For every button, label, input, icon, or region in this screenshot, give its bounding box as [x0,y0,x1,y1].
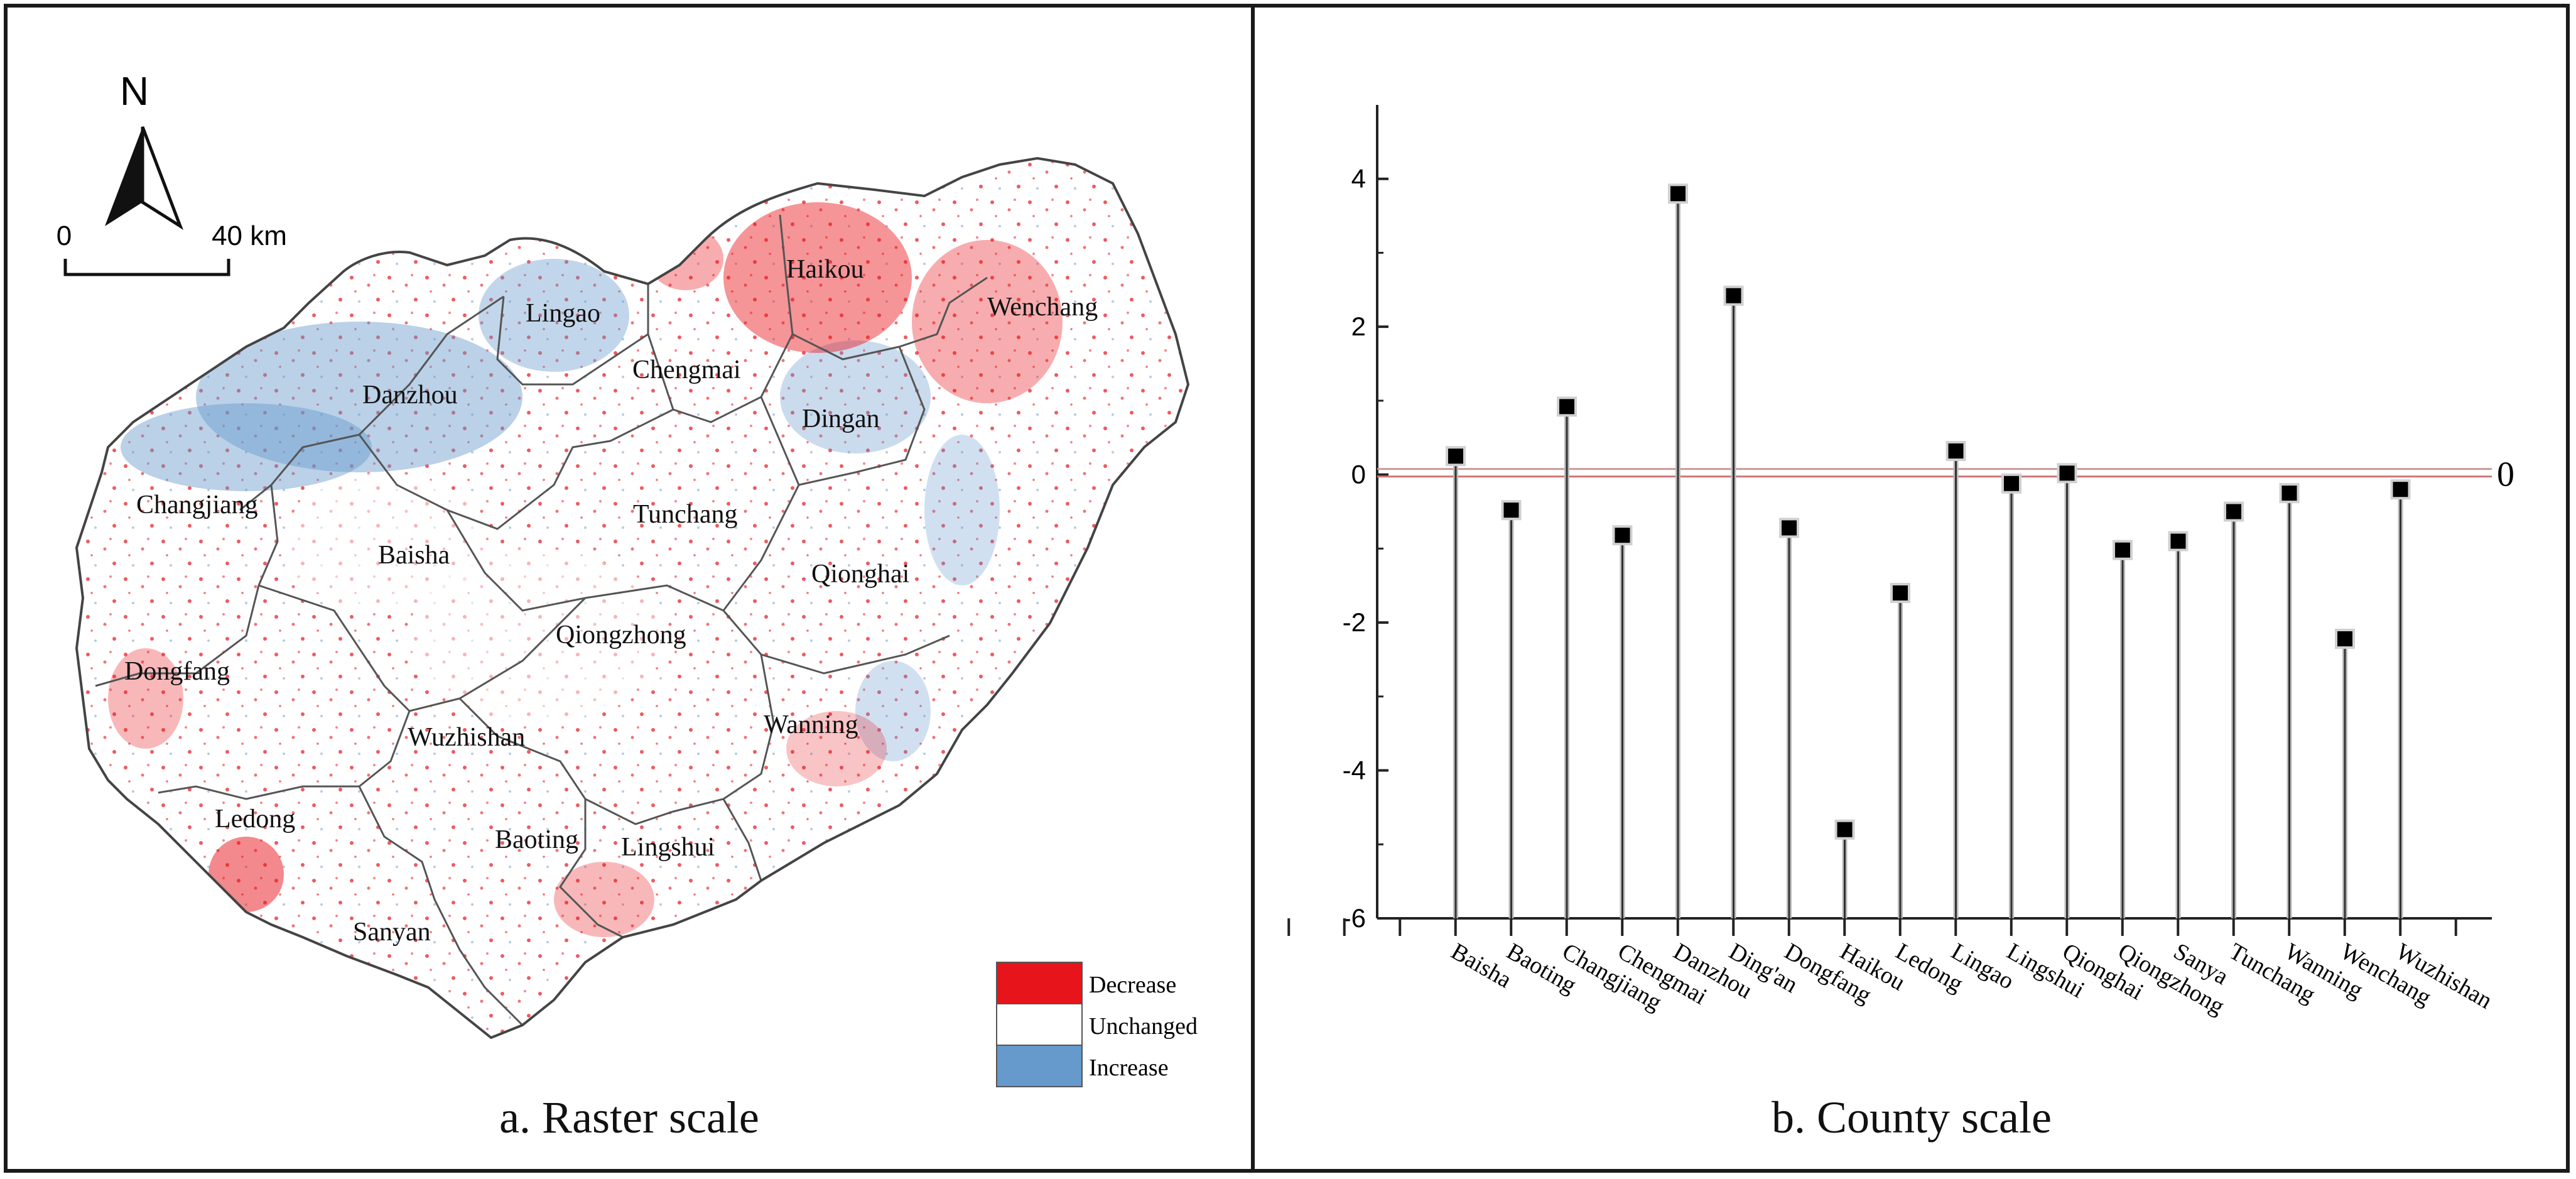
county-label: Baoting [495,825,578,854]
y-tick-label: 4 [1351,164,1366,193]
county-labels: Haikou Wenchang Lingao Chengmai Danzhou … [124,255,1098,947]
county-label: Danzhou [362,381,458,410]
data-point [2281,486,2297,501]
x-category-label: Baisha [1447,938,1517,993]
axis-layer: 4 2 0 -2 -4 -6 0 [1231,105,2514,936]
data-point [1559,399,1574,415]
stem-layer [1453,193,2403,918]
scale-start: 0 [57,220,72,251]
data-point [2226,504,2241,519]
hainan-map: Haikou Wenchang Lingao Chengmai Danzhou … [57,68,1198,1087]
legend-label-decrease: Decrease [1089,972,1176,998]
data-point [1837,822,1853,837]
panel-a-caption: a. Raster scale [499,1092,759,1143]
north-arrow: N [105,68,184,231]
data-point [2115,542,2130,558]
y-tick-label: -4 [1343,756,1366,785]
county-label: Sanyan [353,918,431,947]
legend-swatch-decrease [996,962,1083,1004]
county-label: Dongfang [124,657,230,686]
data-point [1670,186,1686,202]
county-chart-panel: 4 2 0 -2 -4 -6 0 Baisha Baoting Changjiang Chengm… [1231,8,2568,1169]
county-label: Wanning [764,710,858,739]
raster-map-panel: Haikou Wenchang Lingao Chengmai Danzhou … [8,8,1251,1169]
data-point [1448,448,1463,464]
map-legend: Decrease Unchanged Increase [996,962,1198,1087]
north-arrow-right-icon [141,126,184,231]
marker-layer [1446,183,2411,840]
north-label: N [120,68,149,114]
county-label: Qiongzhong [556,621,686,649]
data-point [1782,520,1797,536]
label-layer: BaishaBaotingChangjiangChengmaiDanzhouDi… [1447,938,2497,1019]
county-label: Chengmai [632,356,741,384]
county-label: Lingao [526,299,600,328]
county-label: Wuzhishan [408,723,525,752]
county-stem-chart: 4 2 0 -2 -4 -6 0 BaishaBaotingChangjiangChengm… [1231,105,2514,1020]
legend-swatch-unchanged [996,1003,1083,1046]
y-tick-label: 0 [1351,460,1366,489]
figure-frame [4,4,2570,1173]
y-tick-label: -2 [1343,607,1366,637]
county-label: Wenchang [987,293,1098,322]
scale-bar: 0 40 km [57,220,287,276]
county-label: Tunchang [633,500,737,529]
y-tick-label: -6 [1343,903,1366,933]
legend-swatch-increase [996,1045,1083,1087]
data-point [2170,533,2186,549]
scale-end: 40 km [212,220,287,251]
data-point [2337,631,2352,646]
legend-label-unchanged: Unchanged [1089,1013,1198,1040]
panel-divider [1251,4,1255,1173]
data-point [1503,503,1519,518]
data-point [2004,475,2019,491]
county-borders [95,214,988,1026]
county-label: Dingan [802,405,880,433]
county-label: Haikou [786,255,864,284]
legend-label-increase: Increase [1089,1055,1169,1081]
county-label: Changjiang [136,491,258,519]
data-point [2393,482,2408,497]
north-arrow-left-icon [105,127,143,226]
county-label: Baisha [378,541,450,570]
county-label: Lingshui [621,833,715,862]
data-point [2059,465,2075,481]
panel-b-caption: b. County scale [1772,1092,2052,1143]
data-point [1615,528,1630,543]
y-tick-label: 2 [1351,312,1366,341]
data-point [1893,585,1908,600]
county-label: Ledong [215,805,295,834]
county-label: Qionghai [811,560,909,589]
zero-line-label: 0 [2497,455,2514,494]
data-point [1726,288,1741,303]
data-point [1948,443,1964,459]
